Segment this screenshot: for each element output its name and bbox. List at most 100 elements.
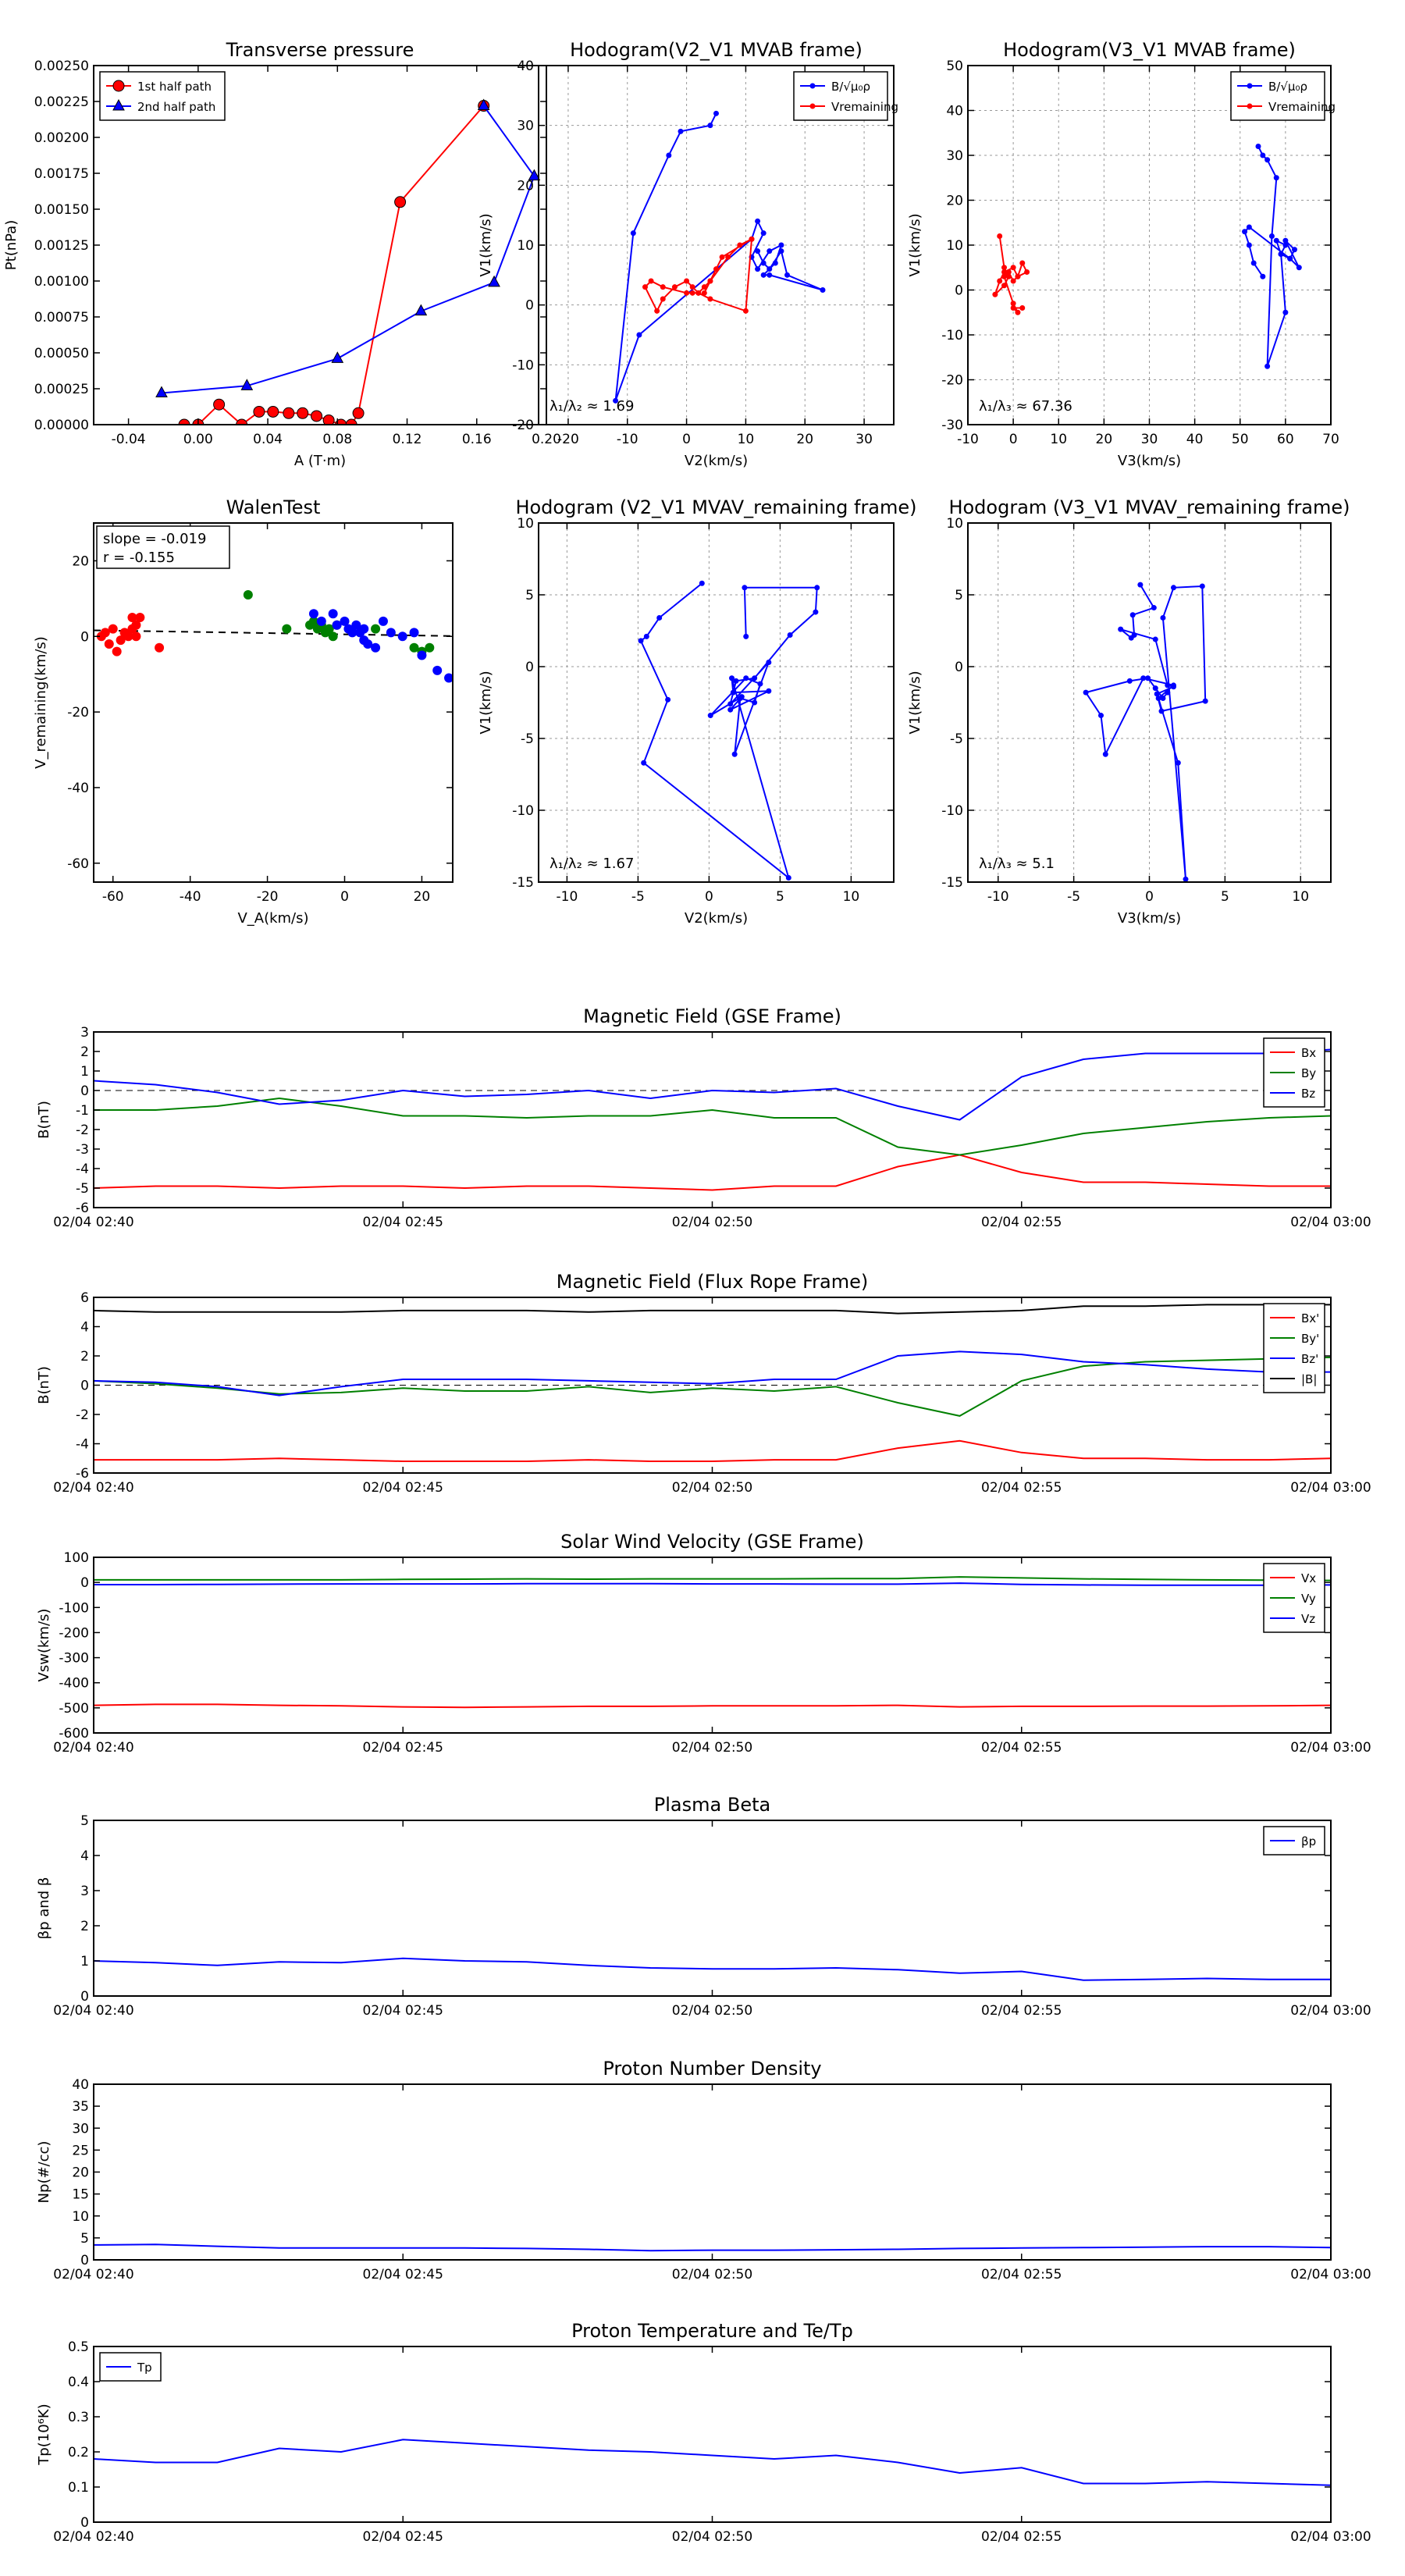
chart-proton_number_density: Proton Number Density 02/04 02:40 02/04 02… xyxy=(36,2058,1371,2282)
data-point xyxy=(778,248,784,254)
data-point xyxy=(755,248,761,254)
data-point xyxy=(352,407,365,419)
series-line xyxy=(614,112,823,401)
data-point xyxy=(1273,237,1279,244)
y-tick-label: -40 xyxy=(67,781,89,796)
legend: Vx Vy Vz xyxy=(1263,1563,1325,1633)
series-line xyxy=(94,1154,1331,1191)
data-point xyxy=(283,407,295,419)
data-point xyxy=(660,296,666,302)
data-point xyxy=(253,405,265,418)
data-point xyxy=(267,405,279,418)
data-point xyxy=(1242,229,1248,235)
x-tick-label: 30 xyxy=(1141,432,1158,447)
data-point xyxy=(1255,144,1261,149)
data-point xyxy=(1199,583,1205,589)
y-tick-label: -500 xyxy=(59,1701,89,1717)
y-tick-label: 1 xyxy=(80,1064,89,1080)
data-point xyxy=(1010,305,1016,311)
chart-title: Magnetic Field (Flux Rope Frame) xyxy=(557,1271,868,1293)
chart-hodogram_v2v1_remaining: Hodogram (V2_V1 MVAV_remaining frame) -10… xyxy=(478,496,917,927)
y-tick-label: 0 xyxy=(80,1989,89,2005)
data-point xyxy=(684,290,690,296)
data-point xyxy=(707,123,713,129)
y-tick-label: 0 xyxy=(80,629,89,645)
data-point xyxy=(730,689,736,696)
chart-magnetic_field_gse: Magnetic Field (GSE Frame) 02/04 02:40 02/… xyxy=(36,1005,1371,1230)
y-tick-label: 0.00225 xyxy=(34,94,89,110)
data-point xyxy=(322,414,335,425)
data-point xyxy=(643,633,649,639)
y-tick-label: -60 xyxy=(67,856,89,872)
series-line xyxy=(639,582,818,881)
data-point xyxy=(397,632,407,642)
chart-annotation: λ₁/λ₂ ≈ 1.67 xyxy=(550,856,634,872)
y-tick-label: -400 xyxy=(59,1676,89,1692)
y-axis-label: V1(km/s) xyxy=(478,213,494,276)
y-axis-label: V1(km/s) xyxy=(907,213,923,276)
data-point xyxy=(766,688,772,694)
x-tick-label: -10 xyxy=(617,432,638,447)
data-point xyxy=(636,332,642,338)
data-point xyxy=(347,628,357,638)
y-tick-label: -10 xyxy=(512,803,534,819)
x-tick-label: -10 xyxy=(987,889,1009,905)
chart-plasma_beta: Plasma Beta 02/04 02:40 02/04 02:45 02/04 0… xyxy=(36,1794,1371,2019)
data-point xyxy=(1001,283,1007,289)
data-point xyxy=(630,230,636,237)
data-point xyxy=(409,628,419,638)
x-axis-label: V2(km/s) xyxy=(685,910,748,927)
x-tick-label: 02/04 02:40 xyxy=(53,1480,133,1496)
data-point xyxy=(1001,273,1007,279)
x-tick-label: 02/04 02:50 xyxy=(672,2003,752,2019)
legend-label: Bz' xyxy=(1301,1352,1318,1366)
y-tick-label: 15 xyxy=(72,2187,89,2203)
data-point xyxy=(1155,695,1161,701)
data-point xyxy=(131,632,141,642)
data-point xyxy=(648,278,654,284)
data-point xyxy=(757,681,763,687)
y-tick-label: -2 xyxy=(76,1407,89,1423)
chart-magnetic_field_flux_rope: Magnetic Field (Flux Rope Frame) 02/04 02… xyxy=(36,1271,1371,1496)
data-point xyxy=(178,418,190,425)
y-tick-label: 0 xyxy=(80,2515,89,2531)
y-tick-label: 100 xyxy=(64,1550,89,1566)
x-tick-label: 02/04 02:55 xyxy=(981,2529,1062,2545)
legend-label: Vx xyxy=(1301,1571,1316,1585)
data-point xyxy=(1010,278,1016,284)
data-point xyxy=(1282,237,1289,244)
x-tick-label: 0.00 xyxy=(183,432,213,447)
y-tick-label: 2 xyxy=(80,1349,89,1364)
legend-label: 2nd half path xyxy=(137,100,215,114)
data-point xyxy=(689,284,695,290)
data-point xyxy=(742,585,748,591)
x-tick-label: 0 xyxy=(340,889,349,905)
data-point xyxy=(236,418,248,425)
y-tick-label: 0.00125 xyxy=(34,238,89,254)
plot-area xyxy=(992,144,1302,369)
x-tick-label: 02/04 03:00 xyxy=(1290,2267,1371,2282)
y-tick-label: 0 xyxy=(955,283,963,299)
data-point xyxy=(1154,691,1160,697)
series-line xyxy=(94,1350,1331,1397)
chart-title: Solar Wind Velocity (GSE Frame) xyxy=(560,1531,864,1553)
chart-title: Hodogram(V3_V1 MVAB frame) xyxy=(1003,39,1296,61)
axes-frame xyxy=(93,2083,1332,2261)
x-tick-label: 10 xyxy=(843,889,860,905)
data-point xyxy=(425,642,435,653)
axes-frame xyxy=(93,522,454,883)
data-point xyxy=(743,675,749,681)
y-tick-label: -4 xyxy=(76,1162,89,1177)
data-point xyxy=(1010,301,1016,307)
data-point xyxy=(1282,242,1289,248)
data-point xyxy=(1152,685,1158,692)
y-tick-label: -100 xyxy=(59,1600,89,1616)
series-line xyxy=(94,1576,1331,1582)
x-tick-label: 0.16 xyxy=(462,432,492,447)
legend: 1st half path 2nd half path xyxy=(99,71,226,121)
y-tick-label: 5 xyxy=(80,2231,89,2247)
data-point xyxy=(701,290,707,296)
y-tick-label: 20 xyxy=(72,2165,89,2181)
x-tick-label: 30 xyxy=(855,432,873,447)
data-point xyxy=(297,407,309,419)
